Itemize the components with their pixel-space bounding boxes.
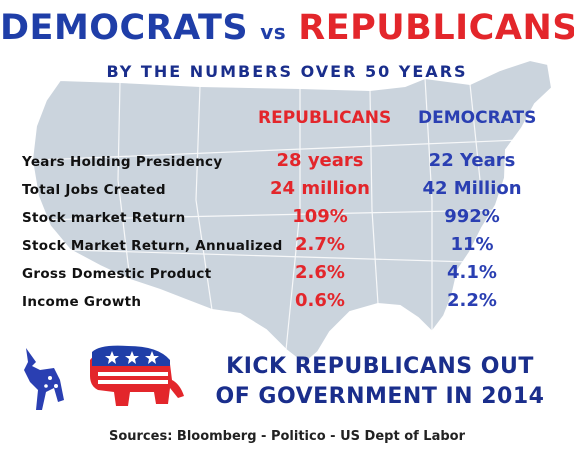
column-header-democrats: DEMOCRATS xyxy=(418,108,537,128)
elephant-icon xyxy=(90,345,184,406)
donkey-icon xyxy=(24,348,64,410)
republican-value: 24 million xyxy=(270,178,370,199)
subtitle: BY THE NUMBERS OVER 50 YEARS xyxy=(106,62,468,81)
slogan-line-2: OF GOVERNMENT IN 2014 xyxy=(215,384,545,409)
republican-value: 2.7% xyxy=(295,234,345,255)
title-democrats: DEMOCRATS xyxy=(0,8,249,48)
main-title: DEMOCRATS vs REPUBLICANS xyxy=(0,8,574,48)
democrat-value: 992% xyxy=(444,206,500,227)
republican-value: 0.6% xyxy=(295,290,345,311)
stat-row: Stock Market Return, Annualized 2.7% 11% xyxy=(0,234,574,260)
stat-row: Stock market Return 109% 992% xyxy=(0,206,574,232)
sources-footer: Sources: Bloomberg - Politico - US Dept … xyxy=(108,429,466,444)
party-mascots xyxy=(24,345,184,410)
title-vs: vs xyxy=(260,20,287,44)
stat-label: Stock market Return xyxy=(22,210,186,226)
title-republicans: REPUBLICANS xyxy=(298,8,574,48)
democrat-value: 42 Million xyxy=(422,178,522,199)
republican-value: 28 years xyxy=(276,150,364,171)
stat-row: Total Jobs Created 24 million 42 Million xyxy=(0,178,574,204)
stat-row: Years Holding Presidency 28 years 22 Yea… xyxy=(0,150,574,176)
stat-row: Gross Domestic Product 2.6% 4.1% xyxy=(0,262,574,288)
slogan: KICK REPUBLICANS OUT OF GOVERNMENT IN 20… xyxy=(200,352,560,412)
stat-label: Stock Market Return, Annualized xyxy=(22,238,283,254)
stat-label: Gross Domestic Product xyxy=(22,266,212,282)
stat-label: Years Holding Presidency xyxy=(22,154,223,170)
column-header-republicans: REPUBLICANS xyxy=(258,108,392,128)
democrat-value: 4.1% xyxy=(447,262,497,283)
stat-row: Income Growth 0.6% 2.2% xyxy=(0,290,574,316)
slogan-line-1: KICK REPUBLICANS OUT xyxy=(226,354,534,379)
republican-value: 109% xyxy=(292,206,348,227)
stat-label: Total Jobs Created xyxy=(22,182,166,198)
democrat-value: 22 Years xyxy=(428,150,516,171)
democrat-value: 2.2% xyxy=(447,290,497,311)
democrat-value: 11% xyxy=(450,234,494,255)
stat-label: Income Growth xyxy=(22,294,142,310)
republican-value: 2.6% xyxy=(295,262,345,283)
